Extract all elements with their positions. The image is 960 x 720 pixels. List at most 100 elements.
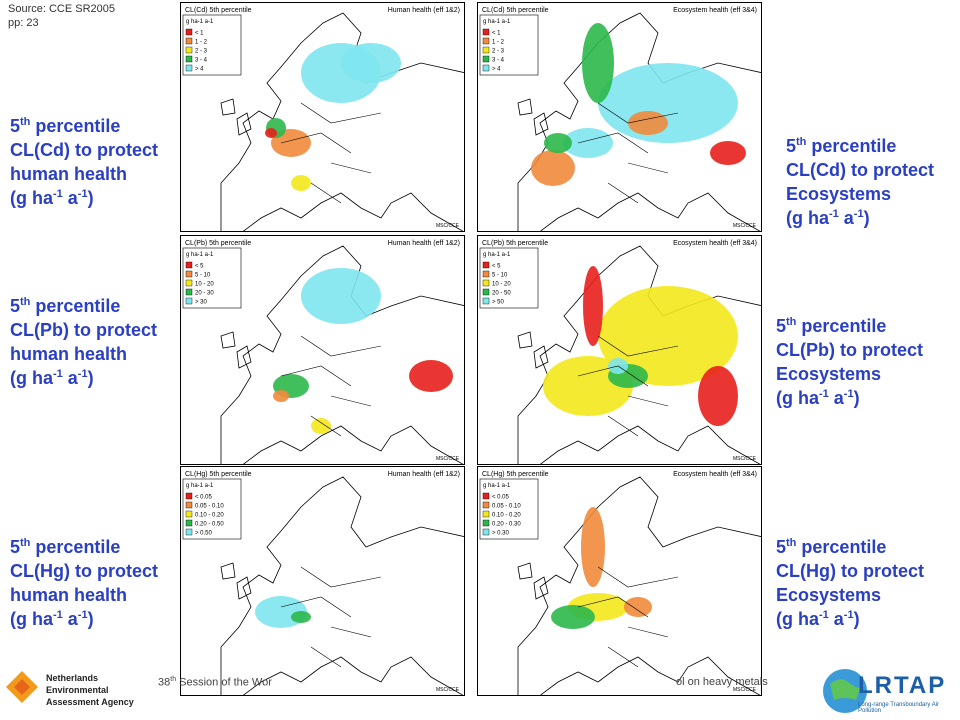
- label-line: Ecosystems: [776, 364, 882, 384]
- legend-label: 2 - 3: [492, 49, 505, 55]
- borders: [280, 102, 382, 204]
- legend-label: > 50: [492, 300, 505, 306]
- colour-area: [582, 23, 614, 103]
- map-title: CL(Pb) 5th percentile: [185, 240, 251, 247]
- label-unit: (g ha-1 a-1): [10, 366, 157, 390]
- unit-part: ): [87, 188, 94, 208]
- legend-label: 3 - 4: [492, 58, 505, 64]
- legend-unit: g ha-1 a-1: [483, 252, 511, 258]
- legend-swatch: [185, 55, 193, 63]
- colour-area: [291, 175, 311, 191]
- logo-tagline: Long-range Transboundary Air Pollution: [858, 702, 940, 714]
- unit-part: (g ha: [776, 388, 819, 408]
- legend-box: [182, 478, 242, 540]
- unit-part: a: [62, 188, 78, 208]
- label-number: 5: [10, 537, 21, 557]
- label-unit: (g ha-1 a-1): [786, 206, 934, 230]
- label-ordinal: th: [796, 136, 807, 148]
- legend-swatch: [185, 288, 193, 296]
- map-panel: CL(Pb) 5th percentile Ecosystem health (e…: [477, 235, 762, 465]
- legend-label: < 1: [195, 31, 204, 37]
- unit-part: ): [87, 368, 94, 388]
- borders: [577, 566, 679, 668]
- legend-label: > 30: [195, 300, 208, 306]
- label-line: human health: [10, 585, 128, 605]
- legend-label: 20 - 50: [492, 291, 511, 297]
- legend-label: 0.20 - 0.50: [195, 522, 224, 528]
- legend-label: 2 - 3: [195, 49, 208, 55]
- legend-swatch: [185, 28, 193, 36]
- map-panel: CL(Pb) 5th percentile Human health (eff 1…: [180, 235, 465, 465]
- legend-box: [182, 247, 242, 309]
- label-line: human health: [10, 164, 128, 184]
- label-unit: (g ha-1 a-1): [776, 386, 923, 410]
- legend-swatch: [185, 37, 193, 45]
- label-word: percentile: [30, 116, 121, 136]
- legend-unit: g ha-1 a-1: [483, 19, 511, 25]
- land: [517, 476, 761, 695]
- legend-label: 5 - 10: [195, 273, 211, 279]
- unit-part: (g ha: [10, 368, 53, 388]
- colour-area: [544, 133, 572, 153]
- legend-swatch: [185, 279, 193, 287]
- label-line: CL(Pb) to protect: [776, 340, 923, 360]
- unit-part: a: [62, 368, 78, 388]
- label-number: 5: [10, 116, 21, 136]
- map-panel: CL(Hg) 5th percentile Human health (eff 1…: [180, 466, 465, 696]
- colour-area: [710, 141, 746, 165]
- label-number: 5: [786, 136, 797, 156]
- legend-label: > 0.30: [492, 531, 510, 537]
- footer-left: 38th Session of the Wor: [158, 676, 272, 689]
- legend-swatch: [482, 64, 490, 72]
- legend-swatch: [185, 528, 193, 536]
- colour-area: [598, 63, 738, 143]
- map-label: 5th percentile CL(Hg) to protect human hea…: [10, 535, 158, 631]
- borders: [280, 566, 382, 668]
- label-ordinal: th: [786, 316, 797, 328]
- colour-area: [273, 390, 289, 402]
- legend-swatch: [482, 28, 490, 36]
- legend-swatch: [482, 279, 490, 287]
- unit-part: -1: [77, 368, 88, 380]
- legend-swatch: [482, 510, 490, 518]
- label-word: percentile: [806, 136, 897, 156]
- colour-area: [698, 366, 738, 426]
- legend-swatch: [482, 492, 490, 500]
- colour-area: [265, 128, 277, 138]
- legend-swatch: [185, 519, 193, 527]
- legend-box: [479, 247, 539, 309]
- map-effect: Ecosystem health (eff 3&4): [673, 7, 757, 14]
- map: CL(Cd) 5th percentile Human health (eff 1…: [182, 7, 464, 231]
- map-effect: Human health (eff 1&2): [388, 240, 460, 247]
- logo-name: LRTAP: [858, 672, 947, 699]
- label-unit: (g ha-1 a-1): [776, 607, 924, 631]
- colour-area: [291, 611, 311, 623]
- legend-swatch: [482, 55, 490, 63]
- legend-label: 1 - 2: [195, 40, 208, 46]
- colour-area: [598, 286, 738, 386]
- legend-swatch: [482, 270, 490, 278]
- map-label: 5th percentile CL(Cd) to protect Ecosystem…: [786, 134, 934, 230]
- legend-label: < 1: [492, 31, 501, 37]
- label-word: percentile: [796, 316, 887, 336]
- colour-area: [341, 43, 401, 83]
- footer-text: Session of the Wor: [176, 676, 272, 689]
- label-line: CL(Pb) to protect: [10, 320, 157, 340]
- map-credit: MSC/CCE: [733, 456, 757, 462]
- colour-area: [301, 268, 381, 324]
- label-line: 5th percentile: [10, 294, 157, 318]
- legend-label: < 5: [195, 264, 204, 270]
- unit-part: (g ha: [10, 609, 53, 629]
- unit-part: -1: [53, 188, 63, 200]
- label-line: CL(Hg) to protect: [776, 561, 924, 581]
- legend-swatch: [482, 37, 490, 45]
- label-unit: (g ha-1 a-1): [10, 186, 158, 210]
- footer-number: 38: [158, 676, 171, 689]
- label-line: 5th percentile: [786, 134, 934, 158]
- label-number: 5: [10, 296, 21, 316]
- unit-part: (g ha: [10, 188, 53, 208]
- legend-label: 1 - 2: [492, 40, 505, 46]
- legend-swatch: [482, 501, 490, 509]
- map-label: 5th percentile CL(Pb) to protect Ecosystem…: [776, 314, 923, 410]
